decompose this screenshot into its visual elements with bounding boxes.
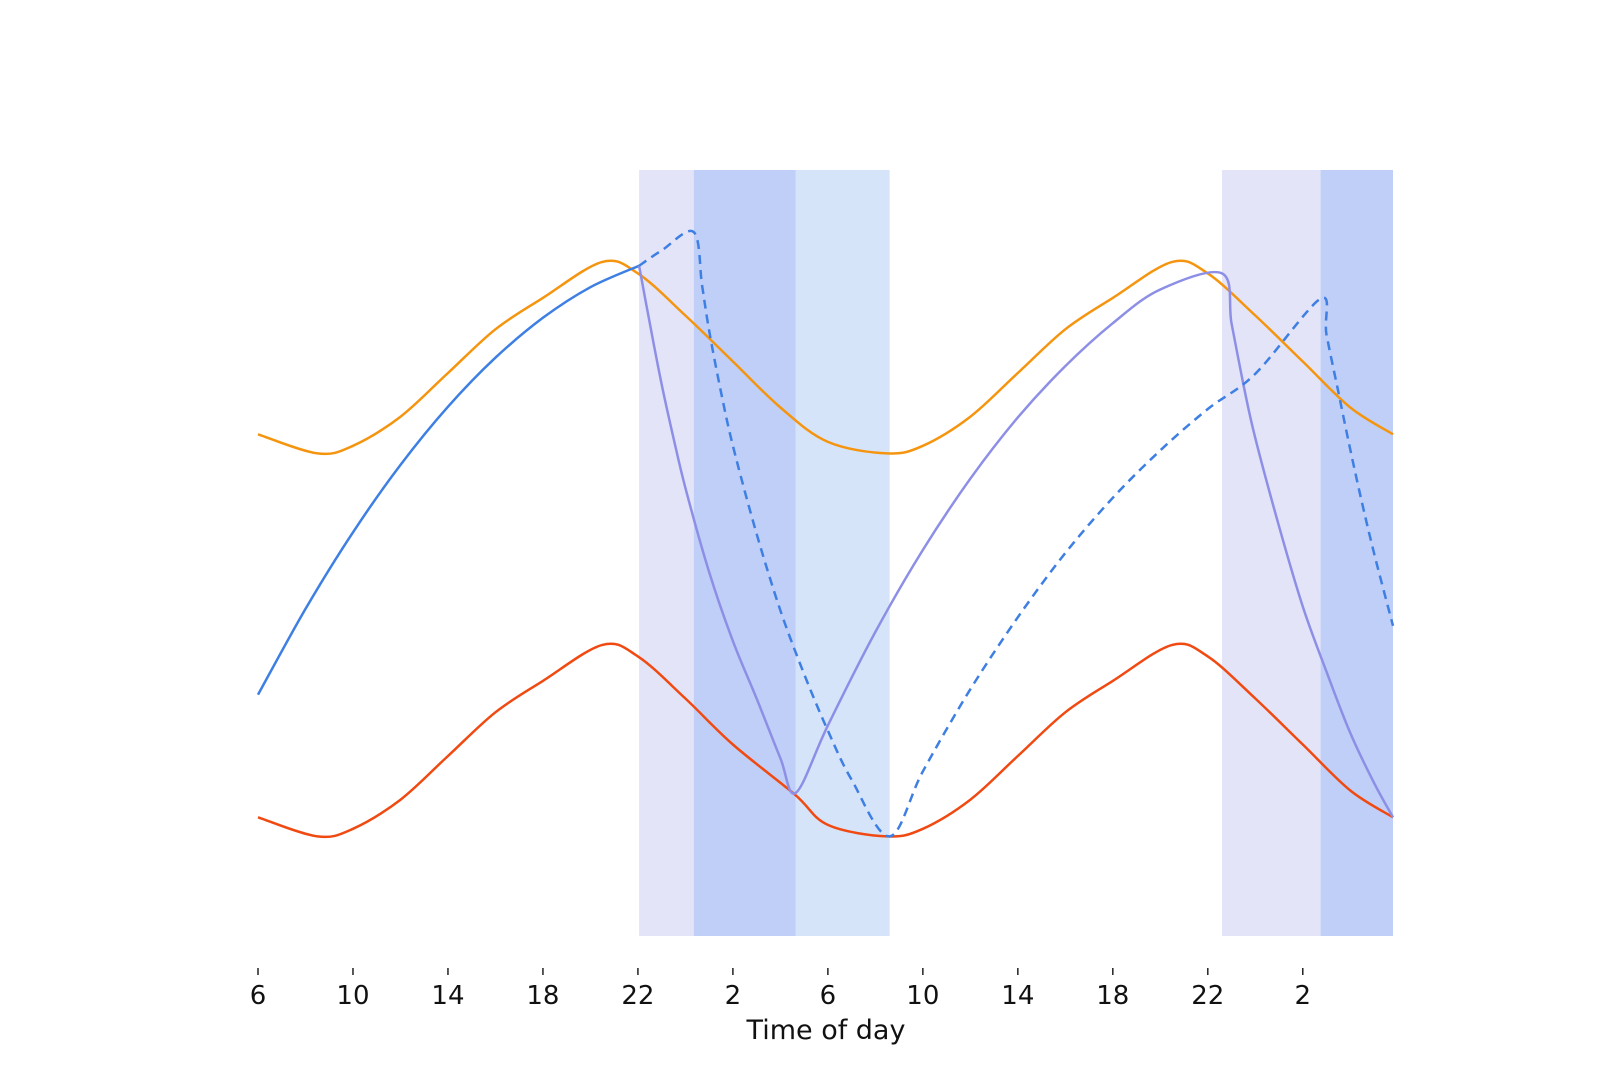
shaded-region-1	[639, 170, 694, 936]
x-tick-label-6: 2	[725, 981, 742, 1011]
shaded-region-3	[795, 170, 890, 936]
x-tick-label-10: 18	[1096, 981, 1129, 1011]
shaded-region-5	[1320, 170, 1393, 936]
x-tick-label-9: 14	[1001, 981, 1034, 1011]
x-tick-label-7: 6	[820, 981, 837, 1011]
x-tick-label-4: 18	[526, 981, 559, 1011]
x-tick-label-5: 22	[621, 981, 654, 1011]
shaded-regions	[639, 170, 1393, 936]
x-axis-label: Time of day	[746, 1015, 906, 1046]
x-tick-label-8: 10	[906, 981, 939, 1011]
x-tick-label-11: 22	[1191, 981, 1224, 1011]
x-axis: 6 10 14 18 22 2 6 10 14 18 22 2	[250, 968, 1311, 1011]
shaded-region-4	[1222, 170, 1321, 936]
series-line-3	[256, 264, 640, 696]
series-line-2	[257, 642, 1394, 839]
series-lines	[256, 229, 1395, 839]
series-line-4	[637, 265, 1395, 818]
x-tick-label-1: 6	[250, 981, 267, 1011]
shaded-region-2	[693, 170, 796, 936]
series-line-5	[638, 229, 1395, 838]
x-tick-label-3: 14	[431, 981, 464, 1011]
x-tick-label-2: 10	[336, 981, 369, 1011]
x-tick-label-12: 2	[1294, 981, 1311, 1011]
